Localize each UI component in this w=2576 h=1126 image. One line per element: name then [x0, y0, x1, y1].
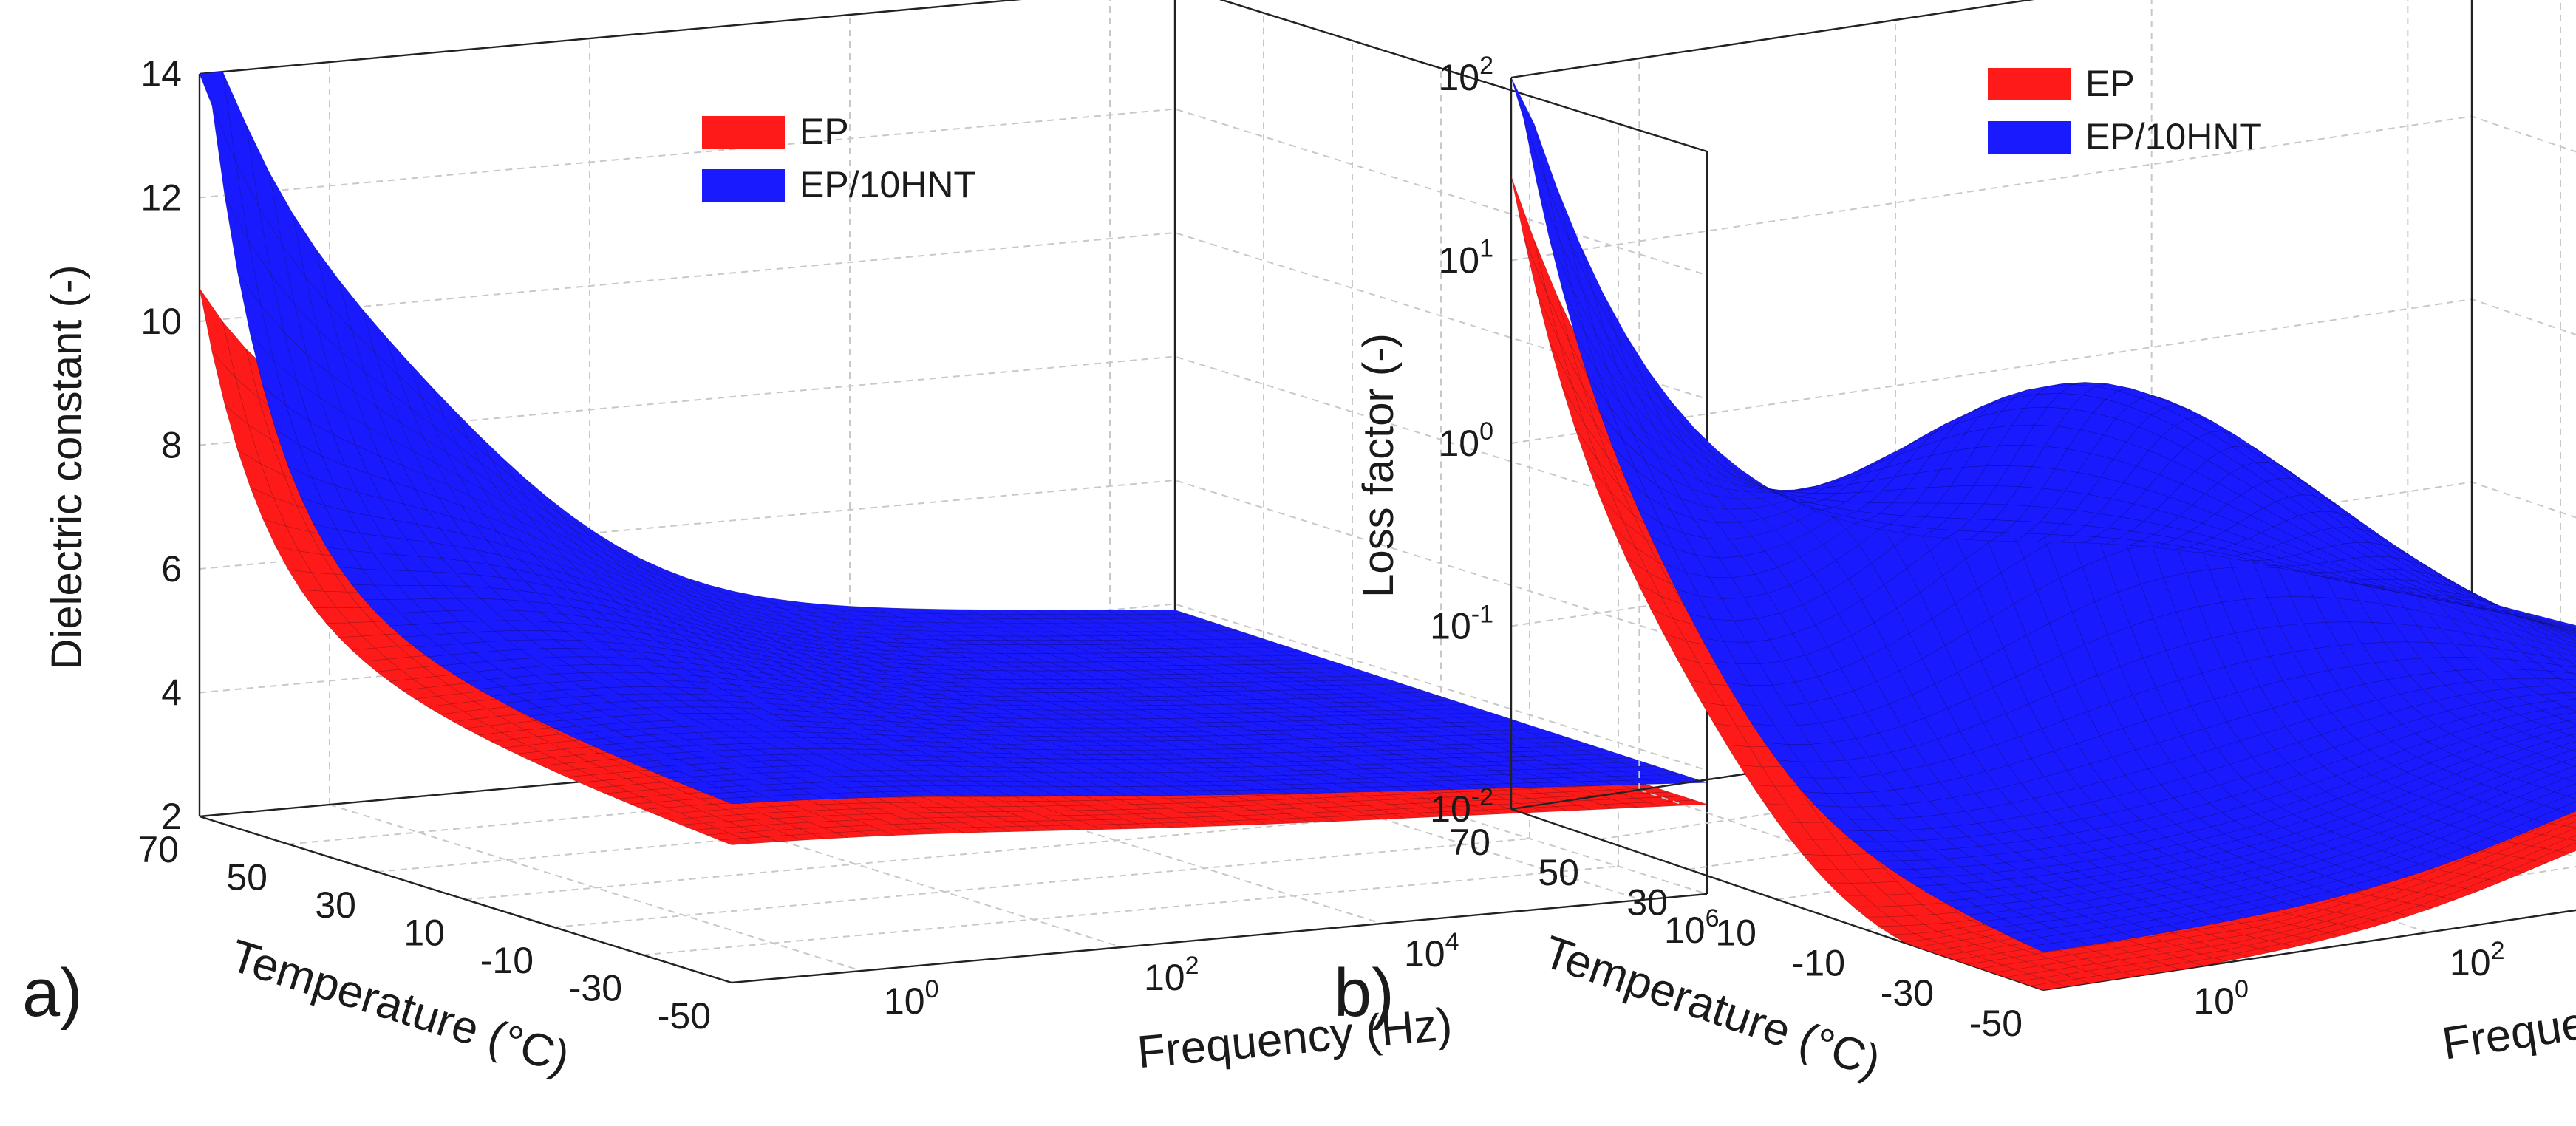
frequency-floor-gridline: [589, 780, 1122, 948]
axis-edge: [1510, 0, 2035, 79]
temperature-tick-label: 70: [137, 829, 179, 870]
temperature-tick-label: -30: [569, 968, 622, 1009]
temperature-floor-gridline: [465, 810, 1442, 901]
frequency-tick-label: 102: [1144, 952, 1199, 998]
frequency-tick-label: 104: [1404, 928, 1459, 975]
value-tick-label: 6: [161, 548, 182, 590]
value-gridline: [199, 479, 1708, 647]
legend-label: EP: [800, 111, 849, 152]
panel-label: a): [22, 955, 83, 1031]
legend: EP EP/10HNT: [702, 111, 976, 205]
frequency-floor-gridline: [329, 804, 862, 972]
legend-label: EP/10HNT: [800, 164, 976, 205]
temperature-tick-label: -50: [658, 995, 711, 1037]
temperature-tick-label: 50: [226, 857, 268, 898]
frequency-axis-title: Frequency (Hz): [1135, 999, 1454, 1078]
axis-box: [198, 0, 1708, 984]
value-tick-label: 8: [161, 425, 182, 466]
temperature-tick-label: -10: [480, 940, 534, 981]
axis-edge: [731, 893, 1708, 984]
value-tick-label: 10: [140, 301, 182, 342]
frequency-floor-gridline: [849, 757, 1383, 924]
value-gridline: [199, 231, 1708, 400]
temperature-tick-label: 30: [315, 884, 356, 926]
legend-swatch-ep: [702, 116, 785, 149]
temperature-tick-label: 10: [403, 912, 445, 954]
value-axis-title: Dielectric constant (-): [43, 265, 91, 670]
value-tick-label: 12: [140, 177, 182, 219]
axis-edge: [199, 815, 732, 984]
value-tick-label: 4: [161, 672, 182, 714]
legend-swatch-ep-10hnt: [702, 169, 785, 202]
frequency-tick-label: 106: [1664, 904, 1720, 951]
axis-edge: [199, 0, 1023, 75]
frequency-floor-gridline: [1109, 733, 1643, 901]
panel-b-loss-factor: 10-210-110010110270503010-10-30-50100102…: [1334, 0, 2576, 1088]
temperature-floor-gridline: [553, 838, 1530, 928]
frequency-tick-label: 100: [884, 975, 939, 1022]
axis-edge: [1219, 0, 1708, 153]
temperature-floor-gridline: [642, 865, 1619, 956]
value-tick-label: 14: [140, 53, 182, 95]
